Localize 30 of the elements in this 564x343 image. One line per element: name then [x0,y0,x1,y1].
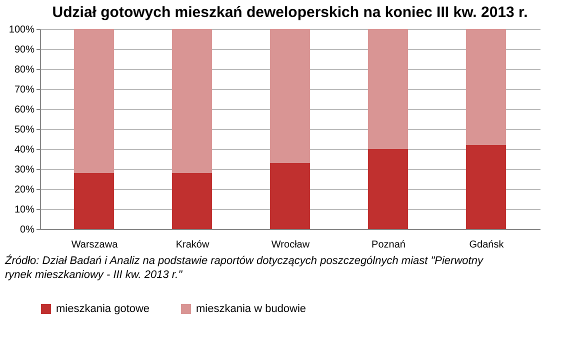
bar [172,173,212,229]
bar [466,145,506,229]
y-tick-label: 0% [20,224,35,236]
x-tick-label: Poznań [372,240,406,250]
bar [172,29,212,173]
legend-label: mieszkania gotowe [56,303,150,315]
x-tick-label: Warszawa [71,240,118,250]
y-tick-label: 90% [14,44,35,56]
bar [368,149,408,229]
legend-label: mieszkania w budowie [196,303,306,315]
chart-title: Udział gotowych mieszkań deweloperskich na koniec III kw. 2013 r. [52,4,528,21]
bar [270,29,310,163]
bar [368,29,408,149]
bar [74,29,114,173]
x-tick-label: Wrocław [271,240,310,250]
y-tick-label: 30% [14,164,35,176]
bar [270,163,310,229]
bar [74,173,114,229]
y-tick-label: 50% [14,124,35,136]
y-tick-label: 80% [14,64,35,76]
bar [466,29,506,145]
x-tick-label: Gdańsk [469,240,505,250]
y-tick-label: 100% [8,24,35,36]
text: Źródło: Dział Badań i Analiz na podstawie raportów dotyczących poszczególnych miast "Pierwotny rynek mieszkaniowy - III kw. 2013 r." [4,254,484,281]
y-tick-label: 60% [14,104,35,116]
y-tick-label: 40% [14,144,35,156]
x-tick-label: Kraków [176,240,210,250]
y-tick-label: 10% [14,204,35,216]
y-tick-label: 20% [14,184,35,196]
y-tick-label: 70% [14,84,35,96]
